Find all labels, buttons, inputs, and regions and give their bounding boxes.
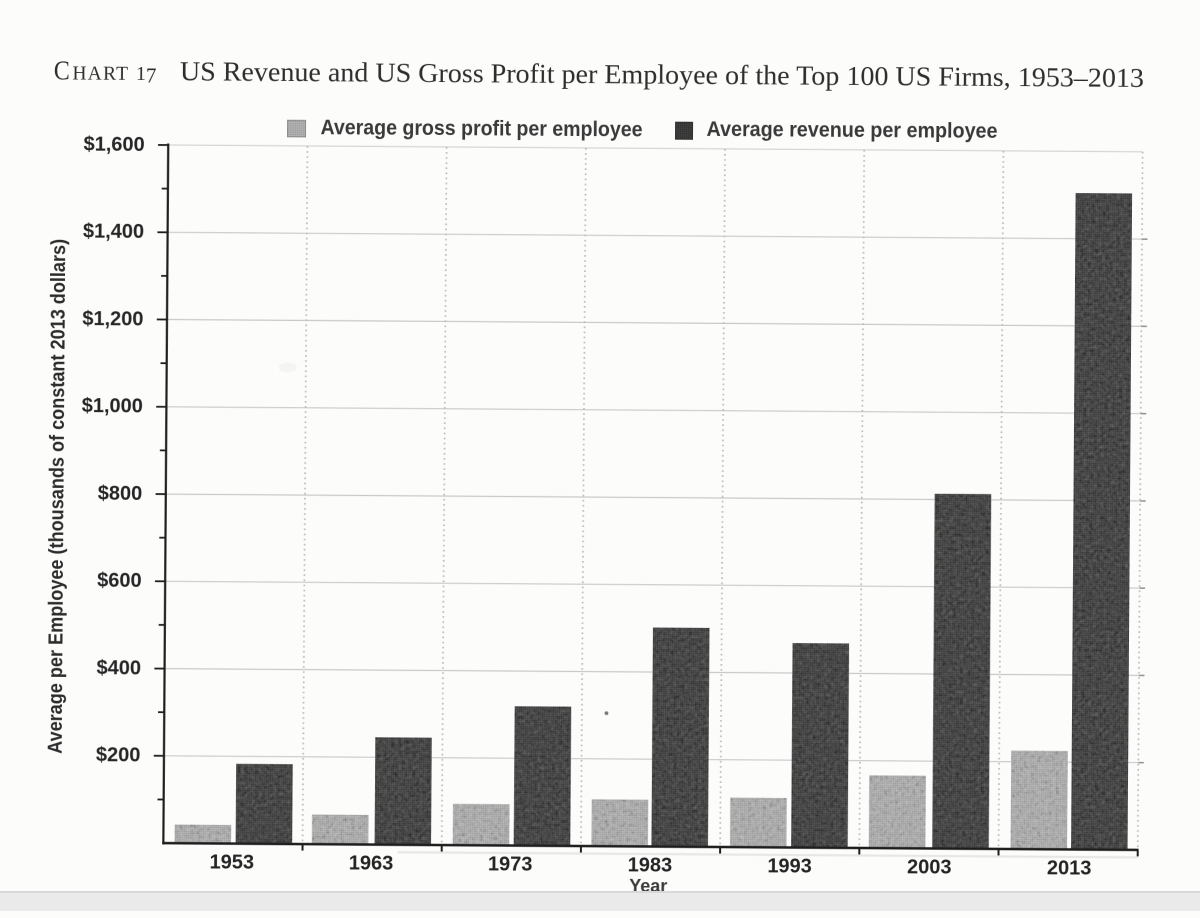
svg-text:Average per Employee (thousand: Average per Employee (thousands of const… (45, 239, 71, 754)
svg-text:1953: 1953 (209, 851, 254, 873)
svg-text:US Revenue and US Gross Profit: US Revenue and US Gross Profit per Emplo… (180, 56, 1144, 93)
svg-text:$400: $400 (97, 657, 142, 679)
svg-text:$600: $600 (97, 570, 142, 592)
svg-text:C: C (54, 55, 70, 85)
svg-text:1983: 1983 (628, 854, 673, 876)
svg-text:1963: 1963 (349, 852, 394, 874)
svg-text:Average gross profit per emplo: Average gross profit per employee (320, 116, 642, 141)
svg-text:2003: 2003 (907, 856, 952, 878)
svg-text:17: 17 (136, 63, 157, 88)
svg-text:1993: 1993 (767, 855, 812, 877)
svg-text:$1,400: $1,400 (83, 221, 144, 243)
svg-text:1973: 1973 (488, 853, 533, 875)
svg-text:$200: $200 (96, 744, 141, 766)
svg-text:$1,000: $1,000 (82, 395, 143, 417)
svg-text:HART: HART (72, 63, 129, 84)
svg-text:Average revenue per employee: Average revenue per employee (706, 118, 997, 143)
svg-text:$1,200: $1,200 (82, 308, 143, 330)
svg-text:$800: $800 (98, 483, 143, 505)
svg-text:$1,600: $1,600 (83, 133, 144, 155)
svg-text:2013: 2013 (1047, 857, 1092, 879)
